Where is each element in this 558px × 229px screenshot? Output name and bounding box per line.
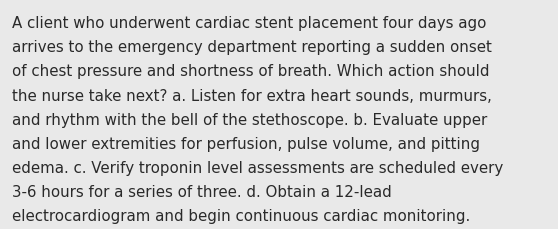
- Text: the nurse take next? a. Listen for extra heart sounds, murmurs,: the nurse take next? a. Listen for extra…: [12, 88, 492, 103]
- Text: 3-6 hours for a series of three. d. Obtain a 12-lead: 3-6 hours for a series of three. d. Obta…: [12, 184, 392, 199]
- Text: and rhythm with the bell of the stethoscope. b. Evaluate upper: and rhythm with the bell of the stethosc…: [12, 112, 488, 127]
- Text: edema. c. Verify troponin level assessments are scheduled every: edema. c. Verify troponin level assessme…: [12, 160, 503, 175]
- Text: and lower extremities for perfusion, pulse volume, and pitting: and lower extremities for perfusion, pul…: [12, 136, 480, 151]
- Text: electrocardiogram and begin continuous cardiac monitoring.: electrocardiogram and begin continuous c…: [12, 208, 470, 223]
- Text: A client who underwent cardiac stent placement four days ago: A client who underwent cardiac stent pla…: [12, 16, 487, 31]
- Text: arrives to the emergency department reporting a sudden onset: arrives to the emergency department repo…: [12, 40, 492, 55]
- Text: of chest pressure and shortness of breath. Which action should: of chest pressure and shortness of breat…: [12, 64, 490, 79]
